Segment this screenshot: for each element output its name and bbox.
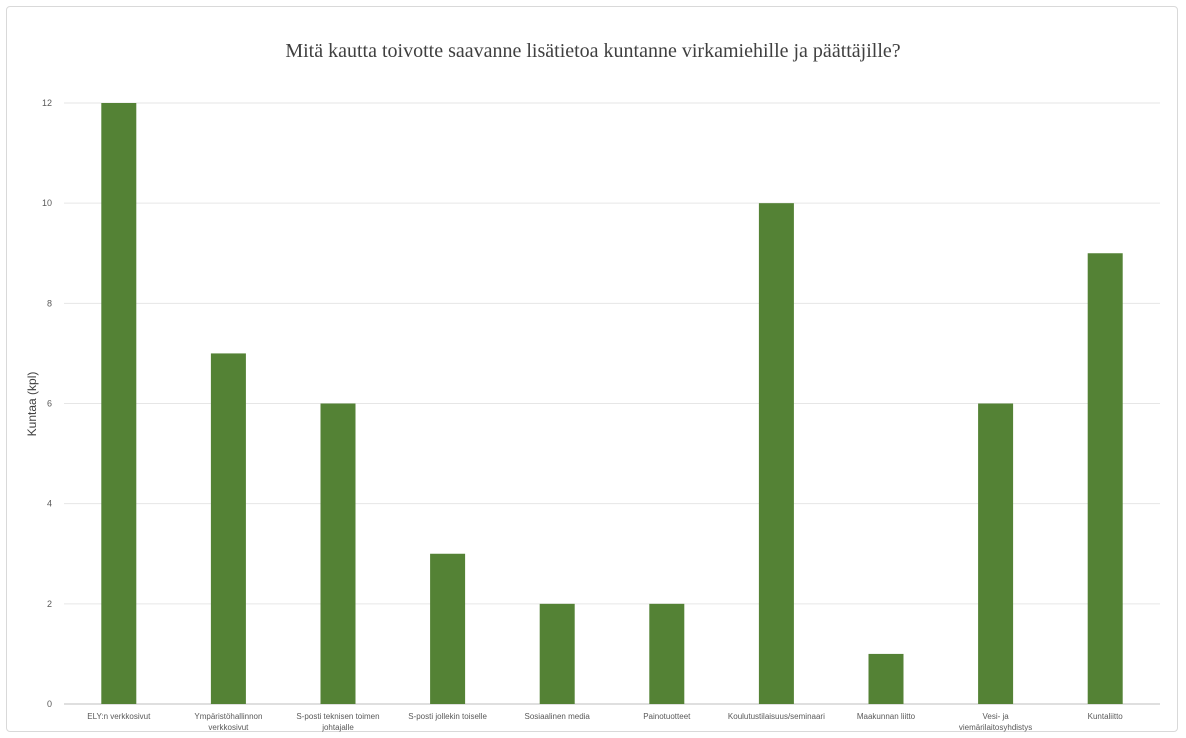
y-tick-label: 4 [47,499,52,509]
bar [758,203,794,704]
bar [1087,253,1123,704]
y-tick-label: 12 [42,98,52,108]
bar [430,553,466,704]
x-category-label: Sosiaalinen media [525,712,591,721]
bar [210,353,246,704]
bar [320,403,356,704]
bar [539,603,575,704]
y-tick-label: 10 [42,198,52,208]
gridlines [64,102,1160,705]
y-tick-label: 0 [47,699,52,709]
y-axis-ticks: 0 2 4 6 8 10 12 [42,98,52,709]
y-tick-label: 8 [47,298,52,308]
x-category-label: Painotuotteet [643,712,691,721]
bar [978,403,1014,704]
x-category-label: Vesi- ja viemärilaitosyhdistys [959,712,1032,732]
x-axis-categories: ELY:n verkkosivut Ympäristöhallinnon verkk… [87,712,1123,732]
y-axis-label: Kuntaa (kpl) [25,372,39,437]
x-category-label: ELY:n verkkosivut [87,712,151,721]
y-tick-label: 2 [47,599,52,609]
x-category-label: Koulutustilaisuus/seminaari [728,712,825,721]
x-category-label: Ympäristöhallinnon verkkosivut [194,712,262,732]
x-category-label: S-posti teknisen toimen johtajalle [296,712,379,732]
chart-title: Mitä kautta toivotte saavanne lisätietoa… [285,40,901,62]
bars [101,103,1123,704]
x-category-label: S-posti jollekin toiselle [408,712,487,721]
bar [649,603,685,704]
y-tick-label: 6 [47,399,52,409]
x-category-label: Kuntaliitto [1088,712,1124,721]
x-category-label: Maakunnan liitto [857,712,916,721]
bar [101,103,137,704]
bar [868,653,904,704]
